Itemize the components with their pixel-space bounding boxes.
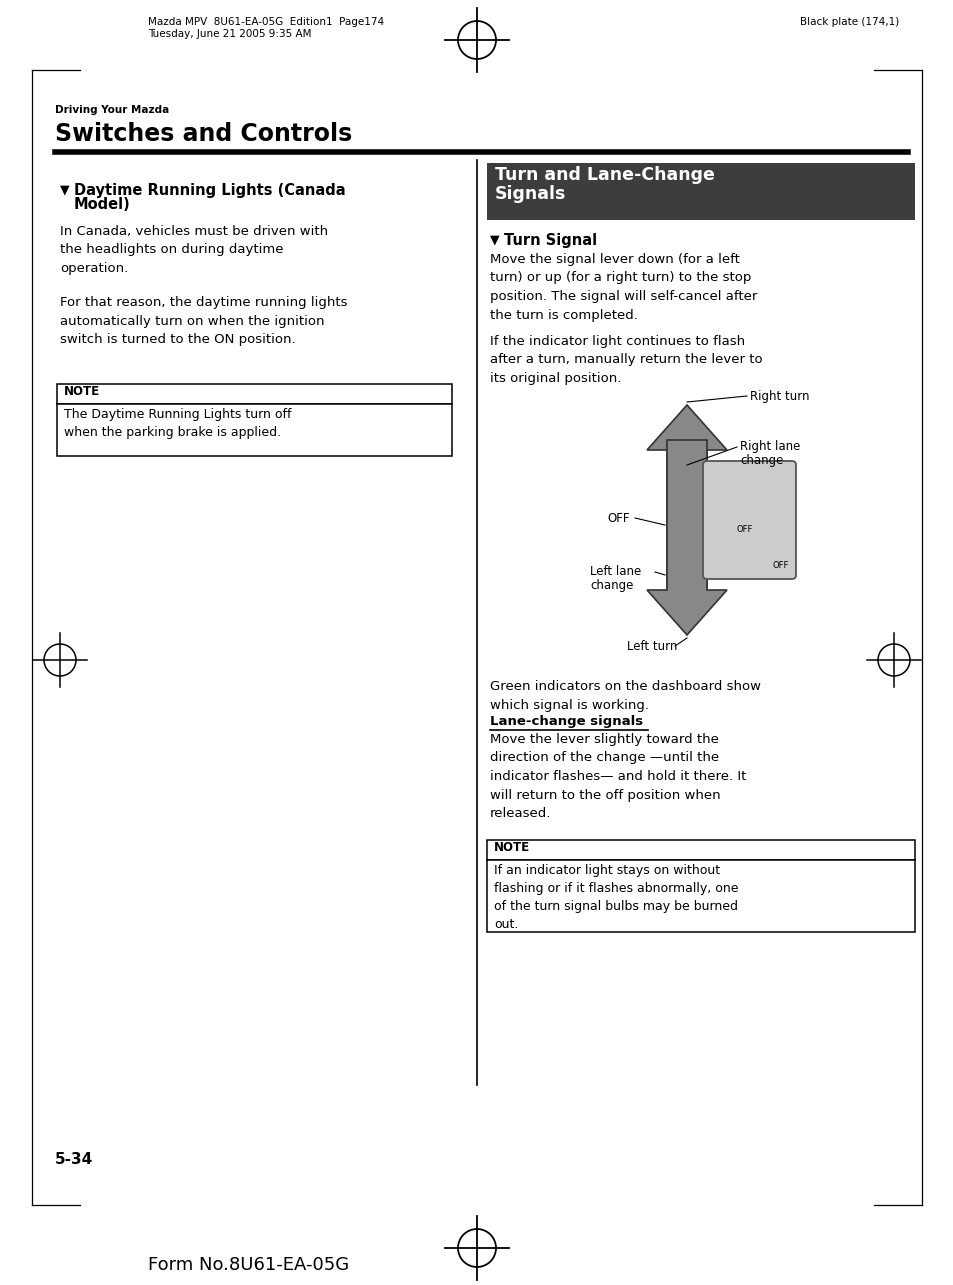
Text: Black plate (174,1): Black plate (174,1): [800, 17, 899, 27]
Text: Left turn: Left turn: [626, 640, 677, 653]
Polygon shape: [646, 405, 726, 600]
FancyBboxPatch shape: [57, 403, 452, 456]
Text: change: change: [740, 454, 782, 466]
Text: ▼: ▼: [490, 233, 499, 245]
Text: Model): Model): [74, 197, 131, 212]
Text: For that reason, the daytime running lights
automatically turn on when the ignit: For that reason, the daytime running lig…: [60, 296, 347, 346]
Polygon shape: [646, 439, 726, 635]
Text: Turn and Lane-Change: Turn and Lane-Change: [495, 166, 714, 184]
Text: OFF: OFF: [772, 560, 788, 569]
Text: Move the signal lever down (for a left
turn) or up (for a right turn) to the sto: Move the signal lever down (for a left t…: [490, 253, 757, 321]
Text: Move the lever slightly toward the
direction of the change —until the
indicator : Move the lever slightly toward the direc…: [490, 732, 745, 820]
Text: Switches and Controls: Switches and Controls: [55, 122, 352, 146]
Text: Right lane: Right lane: [740, 439, 800, 454]
Text: Turn Signal: Turn Signal: [503, 233, 597, 248]
Text: The Daytime Running Lights turn off
when the parking brake is applied.: The Daytime Running Lights turn off when…: [64, 409, 292, 439]
FancyBboxPatch shape: [486, 840, 914, 860]
Text: OFF: OFF: [737, 526, 753, 535]
Text: Signals: Signals: [495, 185, 566, 203]
FancyBboxPatch shape: [57, 384, 452, 403]
Text: OFF: OFF: [606, 511, 629, 526]
Text: If an indicator light stays on without
flashing or if it flashes abnormally, one: If an indicator light stays on without f…: [494, 864, 738, 932]
Text: Form No.8U61-EA-05G: Form No.8U61-EA-05G: [148, 1255, 349, 1273]
Text: NOTE: NOTE: [64, 386, 100, 398]
Text: change: change: [589, 580, 633, 592]
Text: Lane-change signals: Lane-change signals: [490, 714, 642, 729]
Text: Right turn: Right turn: [749, 391, 809, 403]
Text: Daytime Running Lights (Canada: Daytime Running Lights (Canada: [74, 182, 345, 198]
Text: Left lane: Left lane: [589, 565, 640, 578]
Text: In Canada, vehicles must be driven with
the headlights on during daytime
operati: In Canada, vehicles must be driven with …: [60, 225, 328, 275]
Text: Green indicators on the dashboard show
which signal is working.: Green indicators on the dashboard show w…: [490, 680, 760, 712]
Text: Driving Your Mazda: Driving Your Mazda: [55, 105, 169, 114]
Text: ▼: ▼: [60, 182, 70, 197]
FancyBboxPatch shape: [486, 860, 914, 932]
Text: 5-34: 5-34: [55, 1151, 93, 1167]
Text: NOTE: NOTE: [494, 840, 530, 855]
FancyBboxPatch shape: [702, 461, 795, 580]
Text: If the indicator light continues to flash
after a turn, manually return the leve: If the indicator light continues to flas…: [490, 335, 761, 385]
Text: Mazda MPV  8U61-EA-05G  Edition1  Page174: Mazda MPV 8U61-EA-05G Edition1 Page174: [148, 17, 384, 27]
FancyBboxPatch shape: [486, 163, 914, 220]
Text: Tuesday, June 21 2005 9:35 AM: Tuesday, June 21 2005 9:35 AM: [148, 30, 312, 39]
